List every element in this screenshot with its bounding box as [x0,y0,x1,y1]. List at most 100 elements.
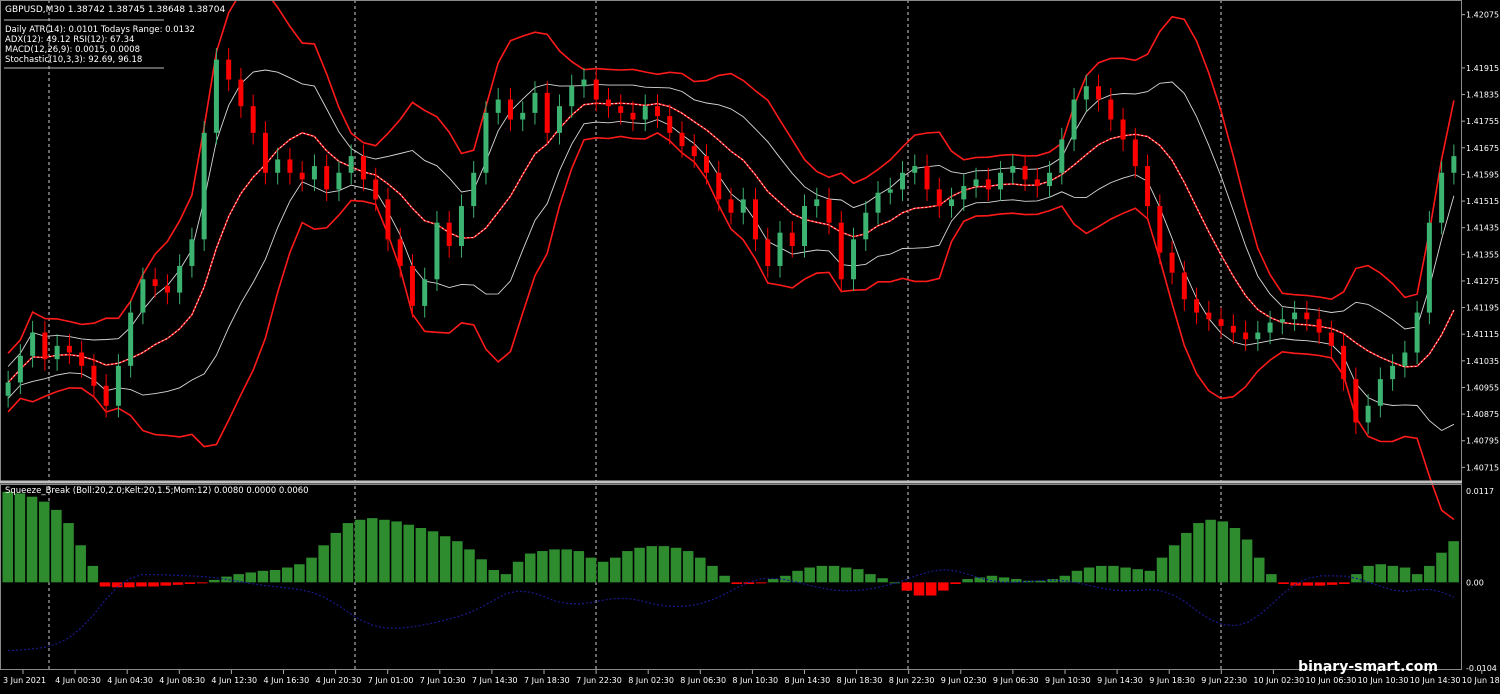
candle-up[interactable] [900,172,906,190]
momentum-bar[interactable] [938,582,949,591]
momentum-bar[interactable] [1448,541,1459,583]
candle-down[interactable] [1353,379,1359,423]
candle-up[interactable] [863,212,869,240]
momentum-bar[interactable] [622,551,633,583]
candle-up[interactable] [1377,379,1383,406]
momentum-bar[interactable] [488,570,500,583]
candle-up[interactable] [483,112,489,173]
candle-down[interactable] [373,179,379,200]
momentum-bar[interactable] [1290,582,1301,586]
candle-down[interactable] [164,285,170,293]
momentum-bar[interactable] [695,557,706,583]
candle-up[interactable] [1439,172,1445,223]
momentum-bar[interactable] [379,519,390,583]
candles-layer[interactable] [5,47,1457,435]
momentum-bar[interactable] [111,582,123,588]
momentum-bar[interactable] [537,551,548,583]
momentum-bar[interactable] [354,519,366,583]
momentum-bar[interactable] [1205,519,1216,583]
candle-down[interactable] [753,199,759,240]
momentum-bar[interactable] [1156,557,1168,583]
candle-up[interactable] [471,172,477,207]
candle-up[interactable] [875,192,881,213]
candle-down[interactable] [1328,332,1334,346]
momentum-bar[interactable] [2,491,14,583]
candle-up[interactable] [17,355,23,383]
momentum-bar[interactable] [670,547,682,583]
candle-up[interactable] [495,99,501,113]
candle-down[interactable] [679,132,685,147]
candle-down[interactable] [936,189,942,207]
candle-down[interactable] [1316,319,1322,333]
candle-up[interactable] [581,79,587,87]
candle-down[interactable] [250,106,256,133]
candle-up[interactable] [814,199,820,207]
candle-down[interactable] [287,159,293,173]
candle-down[interactable] [1157,206,1163,253]
candle-down[interactable] [409,265,415,306]
momentum-bar[interactable] [962,579,973,583]
candle-up[interactable] [556,106,562,133]
momentum-bar[interactable] [707,565,718,583]
momentum-bar[interactable] [610,557,621,583]
momentum-bar[interactable] [743,582,755,584]
momentum-bar[interactable] [1035,580,1046,583]
candle-down[interactable] [1120,119,1126,140]
momentum-bar[interactable] [865,574,876,583]
momentum-bar[interactable] [804,567,815,583]
momentum-bar[interactable] [1314,582,1326,586]
momentum-bar[interactable] [1229,528,1241,583]
candle-down[interactable] [1145,166,1151,207]
momentum-bar[interactable] [792,570,803,583]
candle-up[interactable] [1267,322,1273,333]
candle-up[interactable] [1083,86,1089,100]
candle-up[interactable] [1365,405,1371,423]
candle-up[interactable] [458,206,464,246]
momentum-bar[interactable] [14,493,26,583]
candle-up[interactable] [642,106,648,120]
candle-up[interactable] [1414,312,1420,353]
momentum-bar[interactable] [1302,582,1314,586]
momentum-bar[interactable] [1375,564,1386,583]
momentum-bar[interactable] [136,582,147,587]
momentum-bar[interactable] [1411,574,1423,583]
momentum-bar[interactable] [415,528,427,583]
momentum-bar[interactable] [1168,545,1180,583]
squeeze-histogram[interactable] [2,491,1459,652]
candle-up[interactable] [912,166,918,173]
momentum-bar[interactable] [816,565,828,583]
momentum-bar[interactable] [269,570,281,583]
candle-down[interactable] [385,199,391,240]
candle-up[interactable] [1010,166,1016,173]
momentum-bar[interactable] [342,523,354,583]
candle-down[interactable] [593,79,599,100]
momentum-bar[interactable] [925,582,937,596]
candle-up[interactable] [1426,222,1432,313]
candle-down[interactable] [1108,99,1114,120]
candle-down[interactable] [262,132,268,173]
candle-up[interactable] [1402,352,1408,366]
candle-down[interactable] [1096,86,1102,100]
candle-down[interactable] [789,232,795,246]
momentum-bar[interactable] [986,575,998,583]
candle-up[interactable] [949,199,955,207]
momentum-bar[interactable] [427,531,439,583]
momentum-bar[interactable] [391,521,402,583]
candle-down[interactable] [826,199,832,223]
candle-up[interactable] [189,239,195,266]
candle-down[interactable] [397,239,403,266]
momentum-bar[interactable] [597,561,609,583]
momentum-bar[interactable] [306,557,317,583]
candle-down[interactable] [618,106,624,113]
candle-down[interactable] [238,79,244,107]
momentum-bar[interactable] [452,541,463,583]
candle-up[interactable] [973,179,979,187]
momentum-bar[interactable] [524,553,536,583]
candle-up[interactable] [1047,172,1053,187]
momentum-bar[interactable] [828,565,840,583]
candle-up[interactable] [30,332,36,356]
candle-down[interactable] [1206,312,1212,320]
momentum-bar[interactable] [209,579,220,583]
